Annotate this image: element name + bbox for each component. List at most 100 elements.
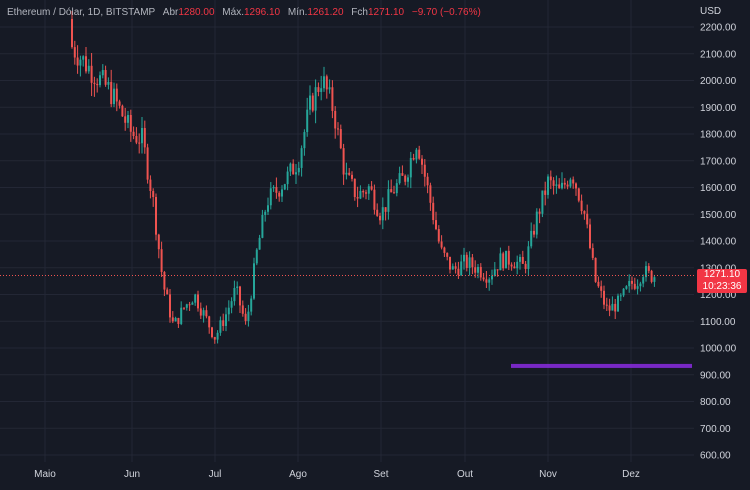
candle-body — [600, 286, 603, 291]
candle-body — [297, 167, 300, 173]
candle-body — [619, 295, 622, 297]
candle-body — [463, 254, 465, 262]
candle-body — [636, 286, 639, 289]
candle-body — [379, 215, 381, 221]
candle-body — [342, 148, 345, 175]
candle-body — [614, 303, 617, 312]
candle-body — [283, 184, 286, 190]
candle-body — [269, 188, 272, 206]
candle-body — [594, 257, 597, 282]
candle-body — [561, 182, 563, 189]
candle-body — [317, 87, 320, 92]
candle-body — [412, 157, 415, 160]
candle-body — [432, 202, 435, 221]
candle-body — [617, 295, 619, 312]
candle-body — [250, 298, 253, 312]
candle-body — [370, 186, 373, 190]
candle-body — [387, 189, 390, 212]
candle-body — [202, 310, 205, 316]
candle-body — [135, 136, 138, 143]
candle-body — [393, 192, 395, 194]
candle-body — [488, 279, 491, 283]
candle-body — [79, 59, 82, 66]
candle-body — [295, 172, 297, 175]
candle-body — [547, 176, 549, 195]
candle-body — [605, 304, 608, 306]
candle-body — [555, 184, 558, 186]
candle-body — [645, 266, 647, 278]
candle-body — [127, 114, 129, 123]
x-tick-label: Maio — [34, 469, 56, 480]
range-marker-bar — [511, 363, 692, 368]
candle-body — [115, 88, 118, 102]
y-tick-label: 800.00 — [700, 397, 731, 408]
candle-body — [107, 81, 110, 85]
candle-body — [440, 241, 443, 248]
candle-body — [418, 149, 421, 159]
candle-body — [163, 271, 166, 290]
x-tick-label: Ago — [289, 469, 307, 480]
candle-body — [278, 192, 281, 197]
candle-body — [171, 317, 174, 322]
candle-body — [362, 191, 365, 193]
candle-body — [591, 248, 594, 258]
candle-body — [110, 81, 113, 105]
y-tick-label: 600.00 — [700, 451, 731, 462]
candle-body — [180, 307, 183, 324]
candle-body — [359, 191, 362, 199]
high-value: 1296.10 — [243, 7, 281, 18]
candle-body — [642, 277, 645, 284]
candle-body — [569, 179, 572, 187]
candle-body — [519, 256, 521, 262]
candle-body — [443, 247, 446, 253]
candle-body — [468, 257, 471, 268]
x-tick-label: Out — [457, 469, 473, 480]
candle-body — [541, 190, 544, 214]
candle-body — [507, 250, 510, 265]
candle-body — [157, 234, 160, 250]
candle-body — [292, 163, 295, 175]
candle-body — [429, 185, 432, 203]
candle-body — [152, 191, 155, 198]
candle-body — [513, 266, 516, 269]
candle-body — [437, 229, 440, 242]
candle-body — [233, 287, 236, 302]
candle-body — [309, 95, 311, 110]
candle-body — [597, 281, 600, 287]
candle-body — [535, 211, 538, 235]
candle-body — [96, 83, 99, 86]
candle-body — [219, 320, 222, 333]
symbol-label: Ethereum / Dólar, 1D, BITSTAMP — [7, 7, 156, 18]
candle-body — [85, 56, 87, 72]
candle-body — [527, 246, 530, 269]
candle-body — [155, 197, 157, 235]
candle-body — [146, 147, 149, 180]
candle-body — [650, 270, 653, 282]
candle-body — [169, 294, 171, 318]
candle-body — [653, 277, 656, 282]
candle-body — [524, 263, 527, 269]
candle-body — [339, 129, 342, 149]
candle-body — [493, 269, 496, 276]
y-tick-label: 1500.00 — [700, 210, 737, 221]
close-value: 1271.10 — [367, 7, 405, 18]
candle-body — [351, 174, 353, 179]
x-tick-label: Nov — [539, 469, 557, 480]
candle-body — [611, 303, 614, 311]
candle-body — [552, 180, 555, 186]
y-tick-label: 1100.00 — [700, 317, 736, 328]
y-tick-label: 2000.00 — [700, 76, 737, 87]
y-tick-label: 1800.00 — [700, 130, 737, 141]
close-label: Fch — [351, 7, 368, 18]
candle-body — [499, 253, 502, 271]
candle-body — [457, 268, 460, 276]
candle-body — [225, 314, 227, 326]
candle-body — [516, 261, 519, 269]
currency-label: USD — [700, 6, 722, 17]
candle-body — [222, 320, 225, 326]
candle-body — [345, 172, 348, 175]
last-price-tag: 1271.10 10:23:36 — [697, 269, 747, 293]
candle-body — [314, 87, 317, 111]
candle-body — [199, 308, 202, 316]
